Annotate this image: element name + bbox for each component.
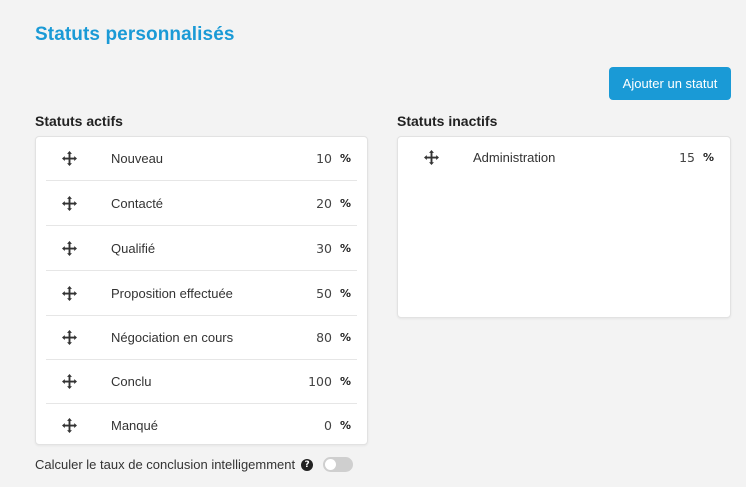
status-percent[interactable]: 80: [316, 330, 332, 345]
status-row[interactable]: Négociation en cours 80 %: [46, 316, 357, 360]
percent-sign: %: [339, 375, 351, 388]
status-label: Administration: [473, 149, 556, 165]
percent-sign: %: [339, 287, 351, 300]
smart-rate-toggle[interactable]: [323, 457, 354, 472]
move-arrows-icon[interactable]: [61, 286, 77, 302]
status-percent[interactable]: 0: [324, 417, 332, 433]
percent-sign: %: [339, 152, 351, 165]
status-percent[interactable]: 100: [308, 374, 332, 389]
status-percent[interactable]: 20: [316, 196, 332, 211]
question-circle-icon[interactable]: ?: [301, 458, 314, 471]
status-row[interactable]: Qualifié 30 %: [46, 227, 357, 271]
page-title: Statuts personnalisés: [35, 24, 235, 45]
smart-rate-label: Calculer le taux de conclusion intellige…: [35, 457, 296, 472]
status-row[interactable]: Conclu 100 %: [46, 360, 357, 404]
move-arrows-icon[interactable]: [423, 149, 439, 165]
status-label: Conclu: [111, 374, 152, 389]
inactive-statuses-list: Administration 15 %: [397, 136, 731, 318]
move-arrows-icon[interactable]: [61, 241, 77, 257]
status-percent[interactable]: 30: [316, 241, 332, 256]
percent-sign: %: [702, 150, 714, 164]
toggle-knob: [325, 459, 337, 470]
percent-sign: %: [339, 331, 351, 344]
status-row[interactable]: Manqué 0 %: [46, 403, 357, 447]
move-arrows-icon[interactable]: [61, 374, 77, 390]
status-row[interactable]: Contacté 20 %: [46, 182, 357, 226]
status-label: Contacté: [111, 196, 164, 211]
active-statuses-title: Statuts actifs: [35, 113, 123, 129]
status-label: Nouveau: [111, 151, 164, 166]
status-row[interactable]: Nouveau 10 %: [46, 137, 357, 181]
status-percent[interactable]: 10: [316, 151, 332, 166]
percent-sign: %: [339, 197, 351, 210]
status-percent[interactable]: 15: [679, 149, 695, 165]
move-arrows-icon[interactable]: [61, 417, 77, 433]
move-arrows-icon[interactable]: [61, 196, 77, 212]
status-percent[interactable]: 50: [316, 286, 332, 301]
move-arrows-icon[interactable]: [61, 151, 77, 167]
add-status-button[interactable]: Ajouter un statut: [609, 67, 731, 100]
status-label: Proposition effectuée: [111, 286, 233, 301]
status-row[interactable]: Proposition effectuée 50 %: [46, 272, 357, 316]
inactive-statuses-title: Statuts inactifs: [397, 113, 498, 129]
status-label: Négociation en cours: [111, 330, 234, 345]
percent-sign: %: [339, 418, 351, 432]
move-arrows-icon[interactable]: [61, 330, 77, 346]
active-statuses-list: Nouveau 10 % Contacté 20 % Qualifié 30 %…: [35, 136, 368, 445]
status-label: Qualifié: [111, 241, 156, 256]
percent-sign: %: [339, 242, 351, 255]
status-label: Manqué: [111, 417, 158, 433]
smart-rate-setting: Calculer le taux de conclusion intellige…: [35, 457, 354, 472]
status-row[interactable]: Administration 15 %: [408, 135, 720, 179]
